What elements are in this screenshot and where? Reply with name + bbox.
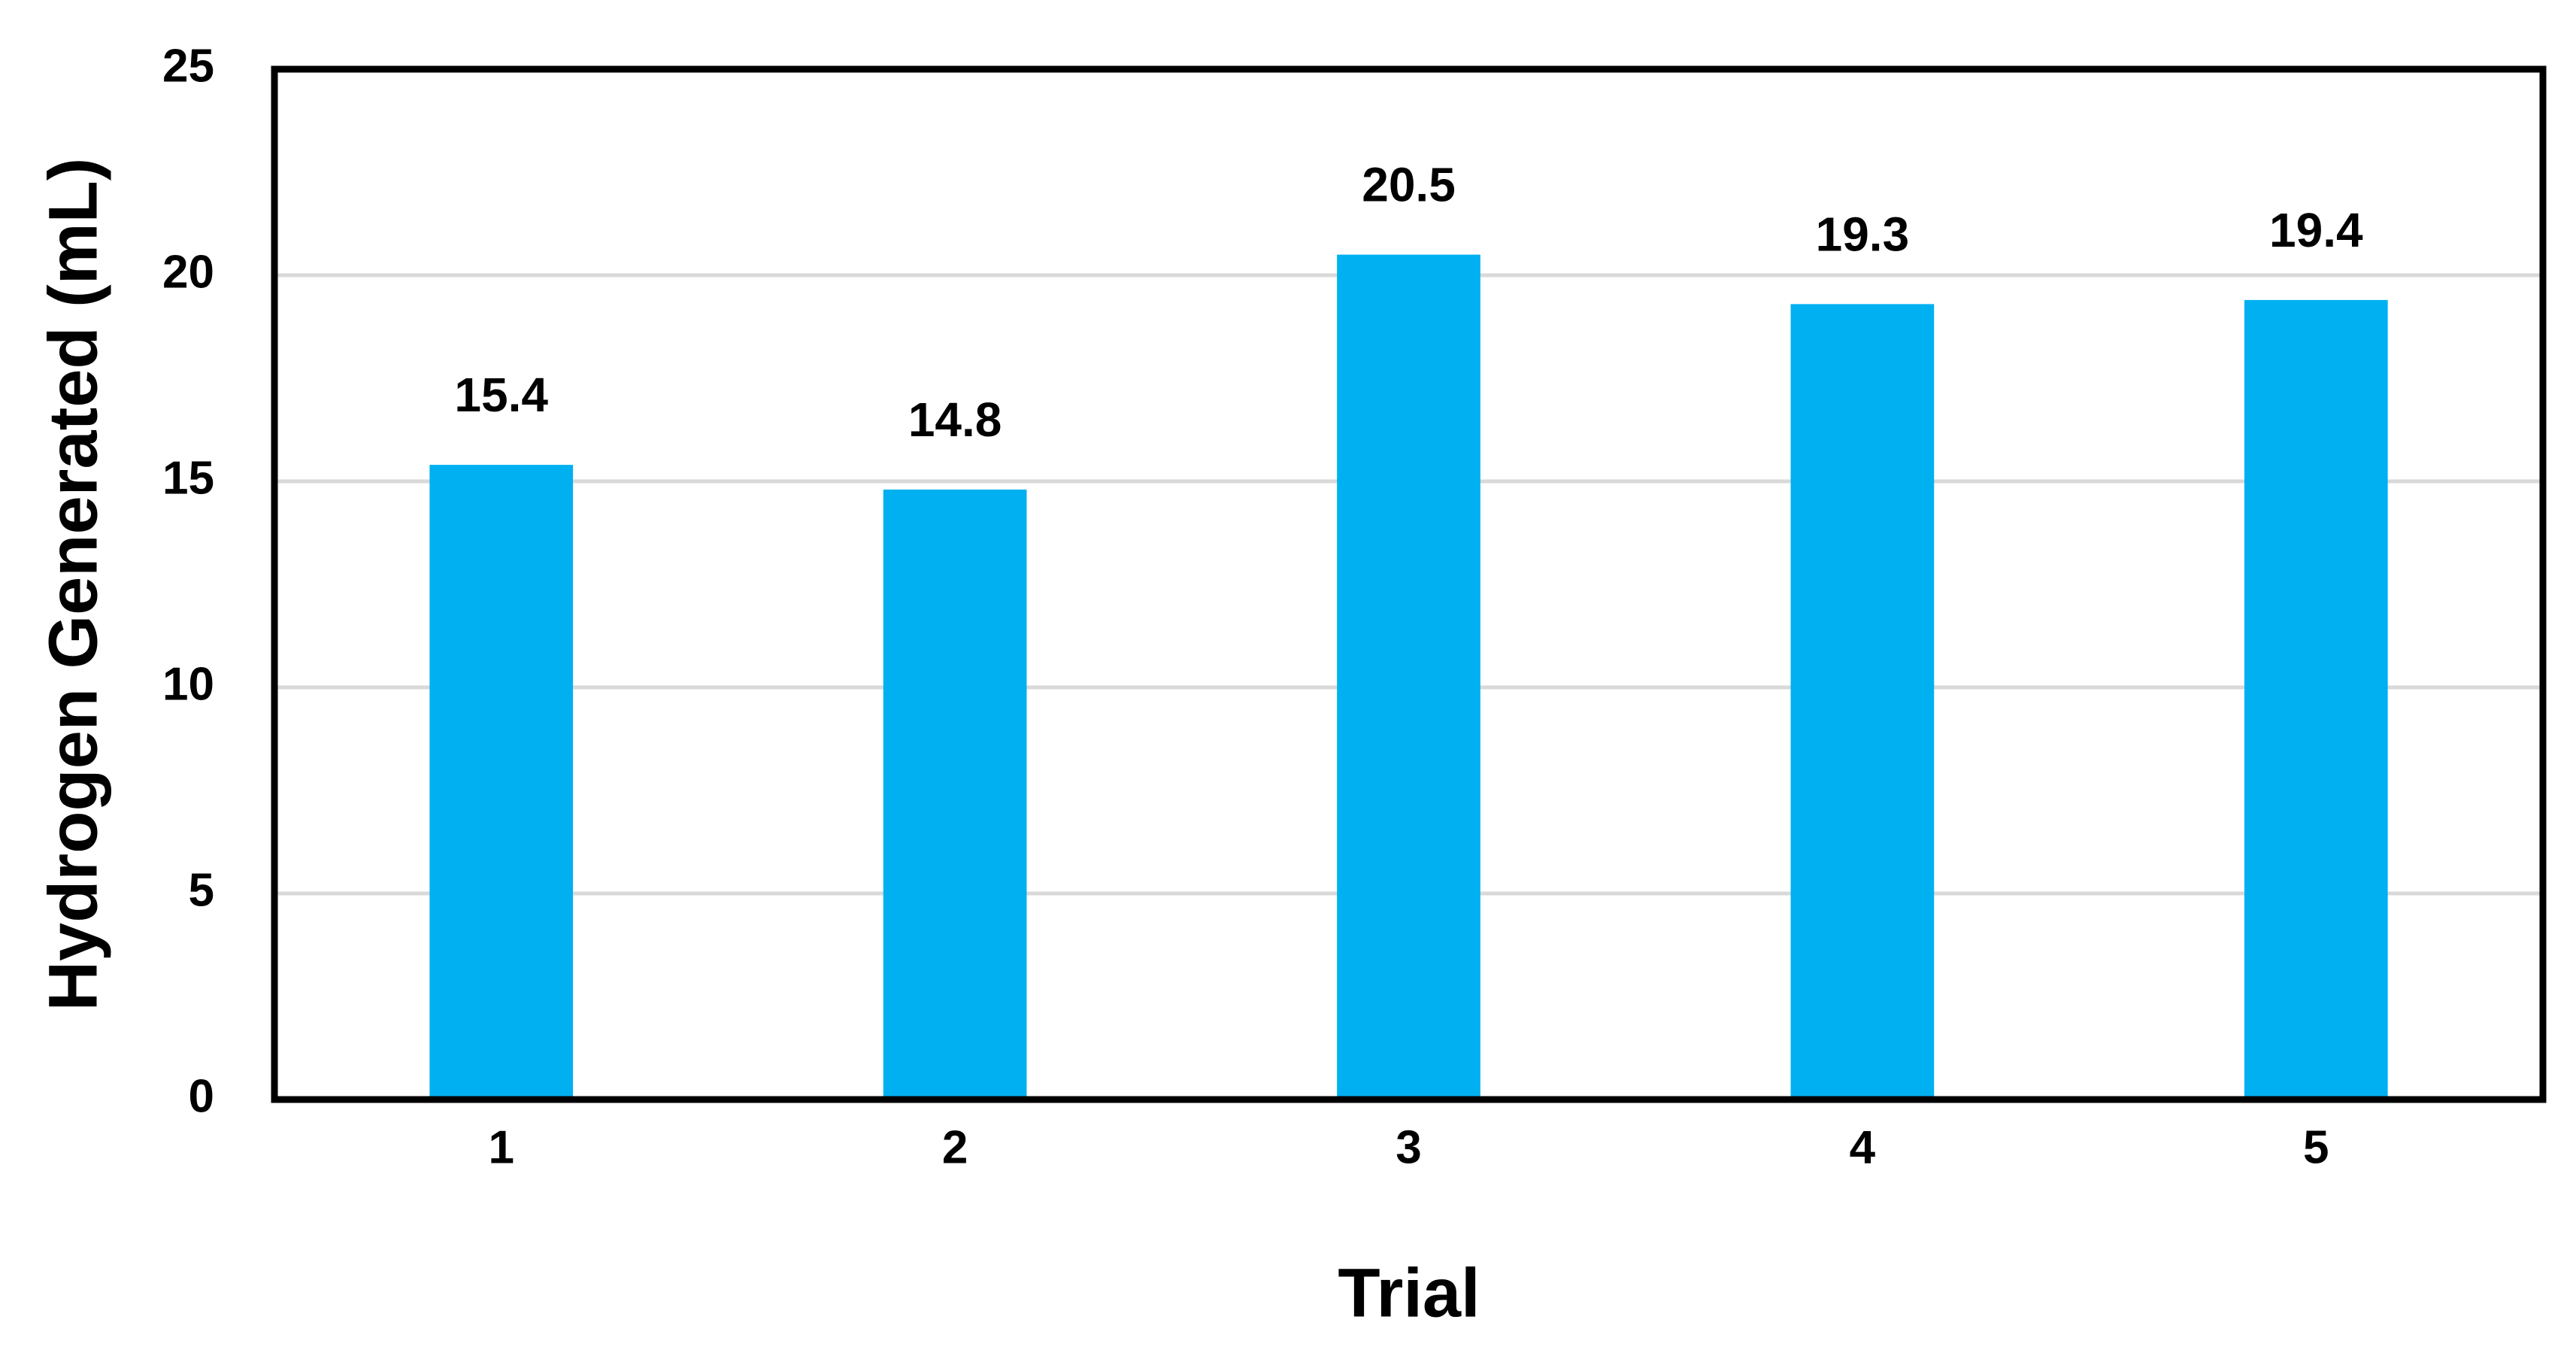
y-axis-title: Hydrogen Generated (mL): [35, 158, 111, 1012]
x-axis-title: Trial: [1338, 1254, 1480, 1331]
y-tick-label: 5: [189, 864, 214, 916]
bar: [2244, 299, 2388, 1100]
bar: [1790, 304, 1935, 1100]
y-tick-label: 10: [162, 658, 214, 710]
value-label: 15.4: [454, 368, 548, 422]
x-tick-label: 1: [488, 1121, 514, 1173]
y-tick-label: 20: [162, 246, 214, 298]
y-tick-label: 25: [162, 40, 214, 92]
plot-frame: [271, 65, 2547, 1103]
y-tick-label: 15: [162, 452, 214, 504]
value-label: 20.5: [1362, 158, 1456, 212]
value-label: 14.8: [908, 393, 1002, 447]
y-tick-label: 0: [189, 1070, 214, 1122]
x-tick-label: 3: [1396, 1121, 1421, 1173]
x-tick-label: 4: [1850, 1121, 1876, 1173]
x-tick-label: 2: [942, 1121, 968, 1173]
value-label: 19.4: [2269, 203, 2363, 257]
bar: [429, 465, 574, 1100]
bar: [883, 489, 1027, 1100]
value-label: 19.3: [1816, 207, 1910, 261]
bar: [1337, 254, 1480, 1100]
x-tick-label: 5: [2303, 1121, 2329, 1173]
